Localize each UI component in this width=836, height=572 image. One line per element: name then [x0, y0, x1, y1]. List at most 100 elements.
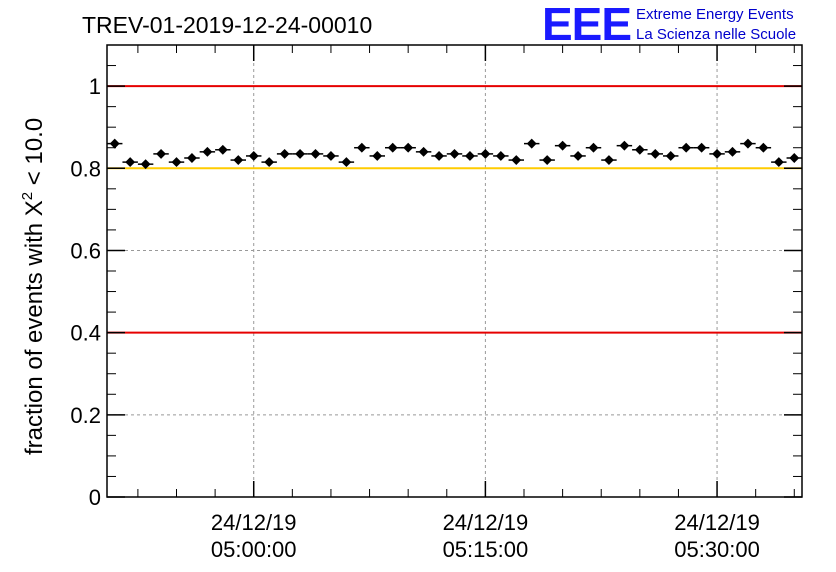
- y-tick-label-1: 0.2: [70, 403, 101, 428]
- data-point-13: [307, 148, 324, 159]
- marker-32: [603, 155, 614, 166]
- marker-1: [125, 157, 136, 168]
- data-point-22: [446, 148, 463, 159]
- chart-title: TREV-01-2019-12-24-00010: [82, 12, 372, 38]
- logo-line1: Extreme Energy Events: [636, 6, 794, 23]
- grid-layer: [107, 45, 802, 497]
- y-axis-label-prefix: fraction of events with X: [21, 200, 48, 455]
- marker-43: [773, 157, 784, 168]
- y-tick-label-0: 0: [89, 485, 101, 510]
- marker-9: [248, 150, 259, 161]
- data-point-28: [539, 155, 555, 166]
- marker-15: [341, 157, 352, 168]
- reference-lines: [107, 85, 802, 334]
- data-point-12: [292, 148, 308, 159]
- y-axis-label: fraction of events with X2 < 10.0: [19, 118, 48, 455]
- data-point-26: [508, 155, 524, 166]
- marker-4: [171, 157, 182, 168]
- data-point-20: [415, 146, 432, 157]
- data-point-17: [369, 150, 385, 161]
- data-point-40: [724, 146, 741, 157]
- x-tick-time-1: 05:15:00: [443, 537, 529, 562]
- data-point-5: [184, 153, 200, 163]
- marker-33: [619, 140, 630, 151]
- marker-11: [279, 148, 290, 159]
- marker-41: [742, 138, 753, 149]
- data-point-21: [431, 150, 447, 161]
- axes: 00.20.40.60.8124/12/1905:00:0024/12/1905…: [70, 44, 803, 562]
- data-point-29: [554, 140, 571, 151]
- data-point-37: [678, 142, 694, 153]
- x-tick-date-2: 24/12/19: [674, 510, 760, 535]
- x-tick-time-0: 05:00:00: [211, 537, 297, 562]
- data-point-35: [647, 148, 663, 159]
- marker-34: [634, 144, 645, 155]
- data-point-31: [585, 142, 602, 153]
- data-point-2: [137, 159, 154, 170]
- marker-6: [202, 146, 213, 157]
- y-axis-label-sup: 2: [19, 192, 36, 200]
- y-tick-label-3: 0.6: [70, 238, 101, 263]
- marker-5: [186, 153, 197, 163]
- data-point-43: [771, 157, 787, 168]
- plot-frame: [106, 44, 803, 498]
- y-tick-label-5: 1: [89, 74, 101, 99]
- y-tick-label-2: 0.4: [70, 321, 101, 346]
- data-point-30: [570, 150, 586, 161]
- marker-20: [418, 146, 429, 157]
- marker-44: [789, 153, 800, 163]
- marker-14: [325, 150, 336, 161]
- marker-0: [109, 138, 120, 149]
- data-point-10: [261, 157, 277, 168]
- marker-37: [681, 142, 692, 153]
- marker-22: [449, 148, 460, 159]
- marker-26: [511, 155, 522, 166]
- y-axis-label-suffix: < 10.0: [21, 118, 48, 192]
- data-point-1: [122, 157, 138, 168]
- data-point-34: [632, 144, 648, 155]
- logo-mark: EEE: [542, 0, 631, 50]
- marker-7: [217, 144, 228, 155]
- marker-12: [295, 148, 306, 159]
- marker-30: [573, 150, 584, 161]
- data-points: [107, 138, 802, 170]
- marker-39: [712, 148, 723, 159]
- data-point-18: [385, 142, 401, 153]
- data-point-41: [740, 138, 756, 149]
- data-point-9: [246, 150, 262, 161]
- marker-3: [156, 148, 167, 159]
- marker-21: [434, 150, 445, 161]
- data-point-6: [199, 146, 216, 157]
- marker-40: [727, 146, 738, 157]
- data-point-27: [524, 138, 540, 149]
- logo-line2: La Scienza nelle Scuole: [636, 26, 796, 43]
- marker-13: [310, 148, 321, 159]
- marker-23: [464, 150, 475, 161]
- data-point-33: [616, 140, 633, 151]
- x-tick-date-0: 24/12/19: [211, 510, 297, 535]
- data-point-38: [693, 142, 710, 153]
- eee-logo: EEE Extreme Energy Events La Scienza nel…: [542, 0, 796, 50]
- data-point-42: [755, 142, 772, 153]
- data-point-8: [230, 155, 246, 166]
- data-point-36: [663, 150, 679, 161]
- data-point-4: [168, 157, 185, 168]
- x-tick-date-1: 24/12/19: [443, 510, 529, 535]
- data-point-32: [601, 155, 617, 166]
- marker-16: [356, 142, 367, 153]
- data-point-11: [276, 148, 293, 159]
- data-point-39: [709, 148, 725, 159]
- marker-17: [372, 150, 383, 161]
- marker-29: [557, 140, 568, 151]
- data-point-15: [338, 157, 355, 168]
- data-point-44: [786, 153, 802, 163]
- marker-28: [542, 155, 553, 166]
- marker-18: [387, 142, 398, 153]
- marker-19: [403, 142, 414, 153]
- marker-25: [495, 150, 506, 161]
- data-point-0: [107, 138, 123, 149]
- data-point-14: [323, 150, 339, 161]
- marker-36: [665, 150, 676, 161]
